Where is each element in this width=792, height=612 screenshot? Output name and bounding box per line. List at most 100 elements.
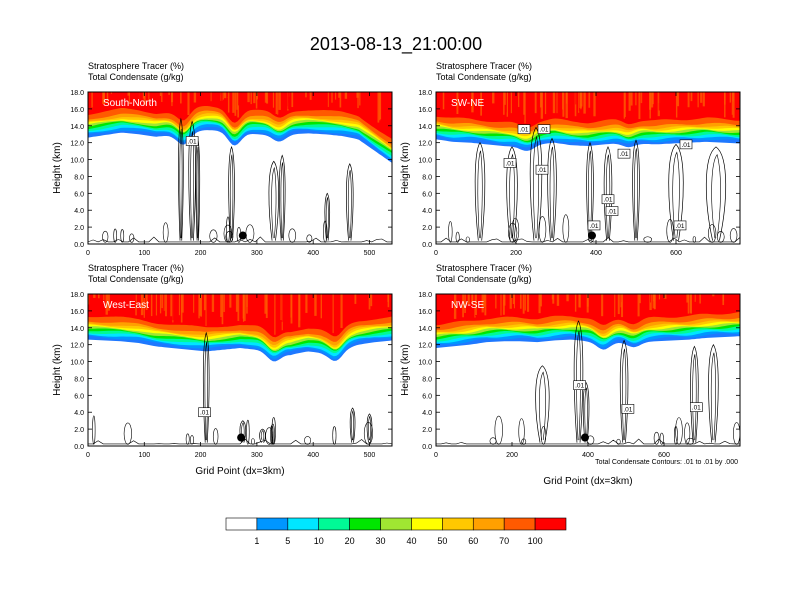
panel-title-tracer: Stratosphere Tracer (%) [436,263,532,273]
colorbar-box [503,517,536,531]
station-marker [237,433,246,442]
colorbar-box [472,517,505,531]
contour-label-box [605,206,619,216]
condensate-contour [588,150,592,239]
y-tick-label: 10.0 [418,158,432,165]
x-tick-label: 600 [670,250,682,257]
condensate-contour [188,120,196,241]
contour-label-box [679,139,693,150]
y-tick-label: 16.0 [70,309,84,316]
panel-name: SW-NE [451,98,484,109]
boundary-layer-contour [123,422,132,445]
y-tick-label: 10.0 [70,360,84,367]
panel-name: West-East [103,300,149,311]
panels-group: Stratosphere Tracer (%)Total Condensate … [52,61,741,487]
y-axis-label: Height (km) [400,142,411,194]
panel-south-north: Stratosphere Tracer (%)Total Condensate … [52,61,393,257]
condensate-contour [349,407,356,443]
condensate-contour [280,162,284,239]
y-tick-label: 14.0 [418,124,432,131]
x-tick-label: 200 [510,250,522,257]
boundary-layer-contour [288,228,297,243]
plot-area: .01 .01 .01 [436,294,740,446]
tracer-band-11 [436,92,740,128]
x-tick-label: 0 [86,250,90,257]
contour-label-box [185,136,199,146]
colorbar-box [256,517,289,531]
y-tick-label: 2.0 [74,225,84,232]
boundary-layer-contour [92,415,96,445]
colorbar-label: 30 [376,536,386,546]
condensate-contour [509,153,515,239]
x-tick-label: 200 [195,452,207,459]
y-axis-label: Height (km) [52,344,63,396]
boundary-layer-contour [518,418,525,445]
y-tick-label: 2.0 [74,427,84,434]
condensate-contour [179,128,183,239]
contour-label-box [503,158,517,168]
colorbar-label: 60 [468,536,478,546]
colorbar-box [411,517,443,531]
contour-label-box [573,380,586,391]
y-tick-label: 8.0 [422,174,432,181]
contour-label: .01 [188,138,197,145]
contour-label: .01 [505,160,514,167]
contour-label: .01 [619,151,628,158]
y-axis-label: Height (km) [52,142,63,194]
colorbar-box [380,517,412,531]
y-tick-label: 4.0 [422,208,432,215]
boundary-layer-contour [363,422,373,445]
boundary-layer-contour [716,231,725,243]
y-tick-label: 6.0 [74,191,84,198]
boundary-layer-contour [102,230,109,243]
panel-title-tracer: Stratosphere Tracer (%) [436,61,532,71]
station-marker [580,433,589,442]
station-marker [238,231,247,240]
boundary-layer-contour [448,221,453,243]
y-tick-label: 16.0 [70,107,84,114]
y-tick-label: 18.0 [70,292,84,299]
boundary-layer-contour [209,229,218,243]
y-tick-label: 16.0 [418,309,432,316]
x-tick-label: 300 [251,250,263,257]
contour-label-box [198,407,211,418]
condensate-contour [506,146,518,241]
contour-label: .01 [200,410,209,417]
x-tick-label: 0 [434,250,438,257]
condensate-contour [533,135,540,239]
station-marker [588,231,596,240]
boundary-layer-contour [120,229,125,243]
boundary-layer-contour [494,415,503,445]
condensate-contour [366,413,373,443]
condensate-contour [549,146,555,239]
x-tick-label: 500 [364,250,376,257]
boundary-layer-contour [226,216,230,243]
y-tick-label: 18.0 [418,292,432,299]
y-tick-label: 12.0 [418,343,432,350]
condensate-contour [710,352,716,441]
contour-label: .01 [519,127,528,134]
x-tick-label: 600 [658,452,670,459]
plot-frame [87,91,393,245]
boundary-layer-contour [511,217,520,243]
boundary-layer-contour [250,438,255,445]
boundary-layer-contour [675,417,683,445]
x-tick-label: 400 [307,452,319,459]
ground-contour [88,438,392,445]
y-tick-label: 0.0 [74,444,84,451]
panel-title-tracer: Stratosphere Tracer (%) [88,61,184,71]
colorbar-box [442,517,474,531]
contour-label: .01 [589,223,598,230]
condensate-contour [668,143,684,241]
condensate-contour [705,146,727,241]
condensate-contour [271,166,277,239]
contour-label: .01 [623,406,632,413]
condensate-contour [672,151,680,239]
boundary-layer-contour [686,437,694,445]
boundary-layer-contour [538,216,547,243]
condensate-contour [347,170,352,239]
y-tick-label: 2.0 [422,427,432,434]
boundary-layer-contour [659,432,664,445]
x-tick-label: 400 [590,250,602,257]
condensate-contour [586,141,594,241]
